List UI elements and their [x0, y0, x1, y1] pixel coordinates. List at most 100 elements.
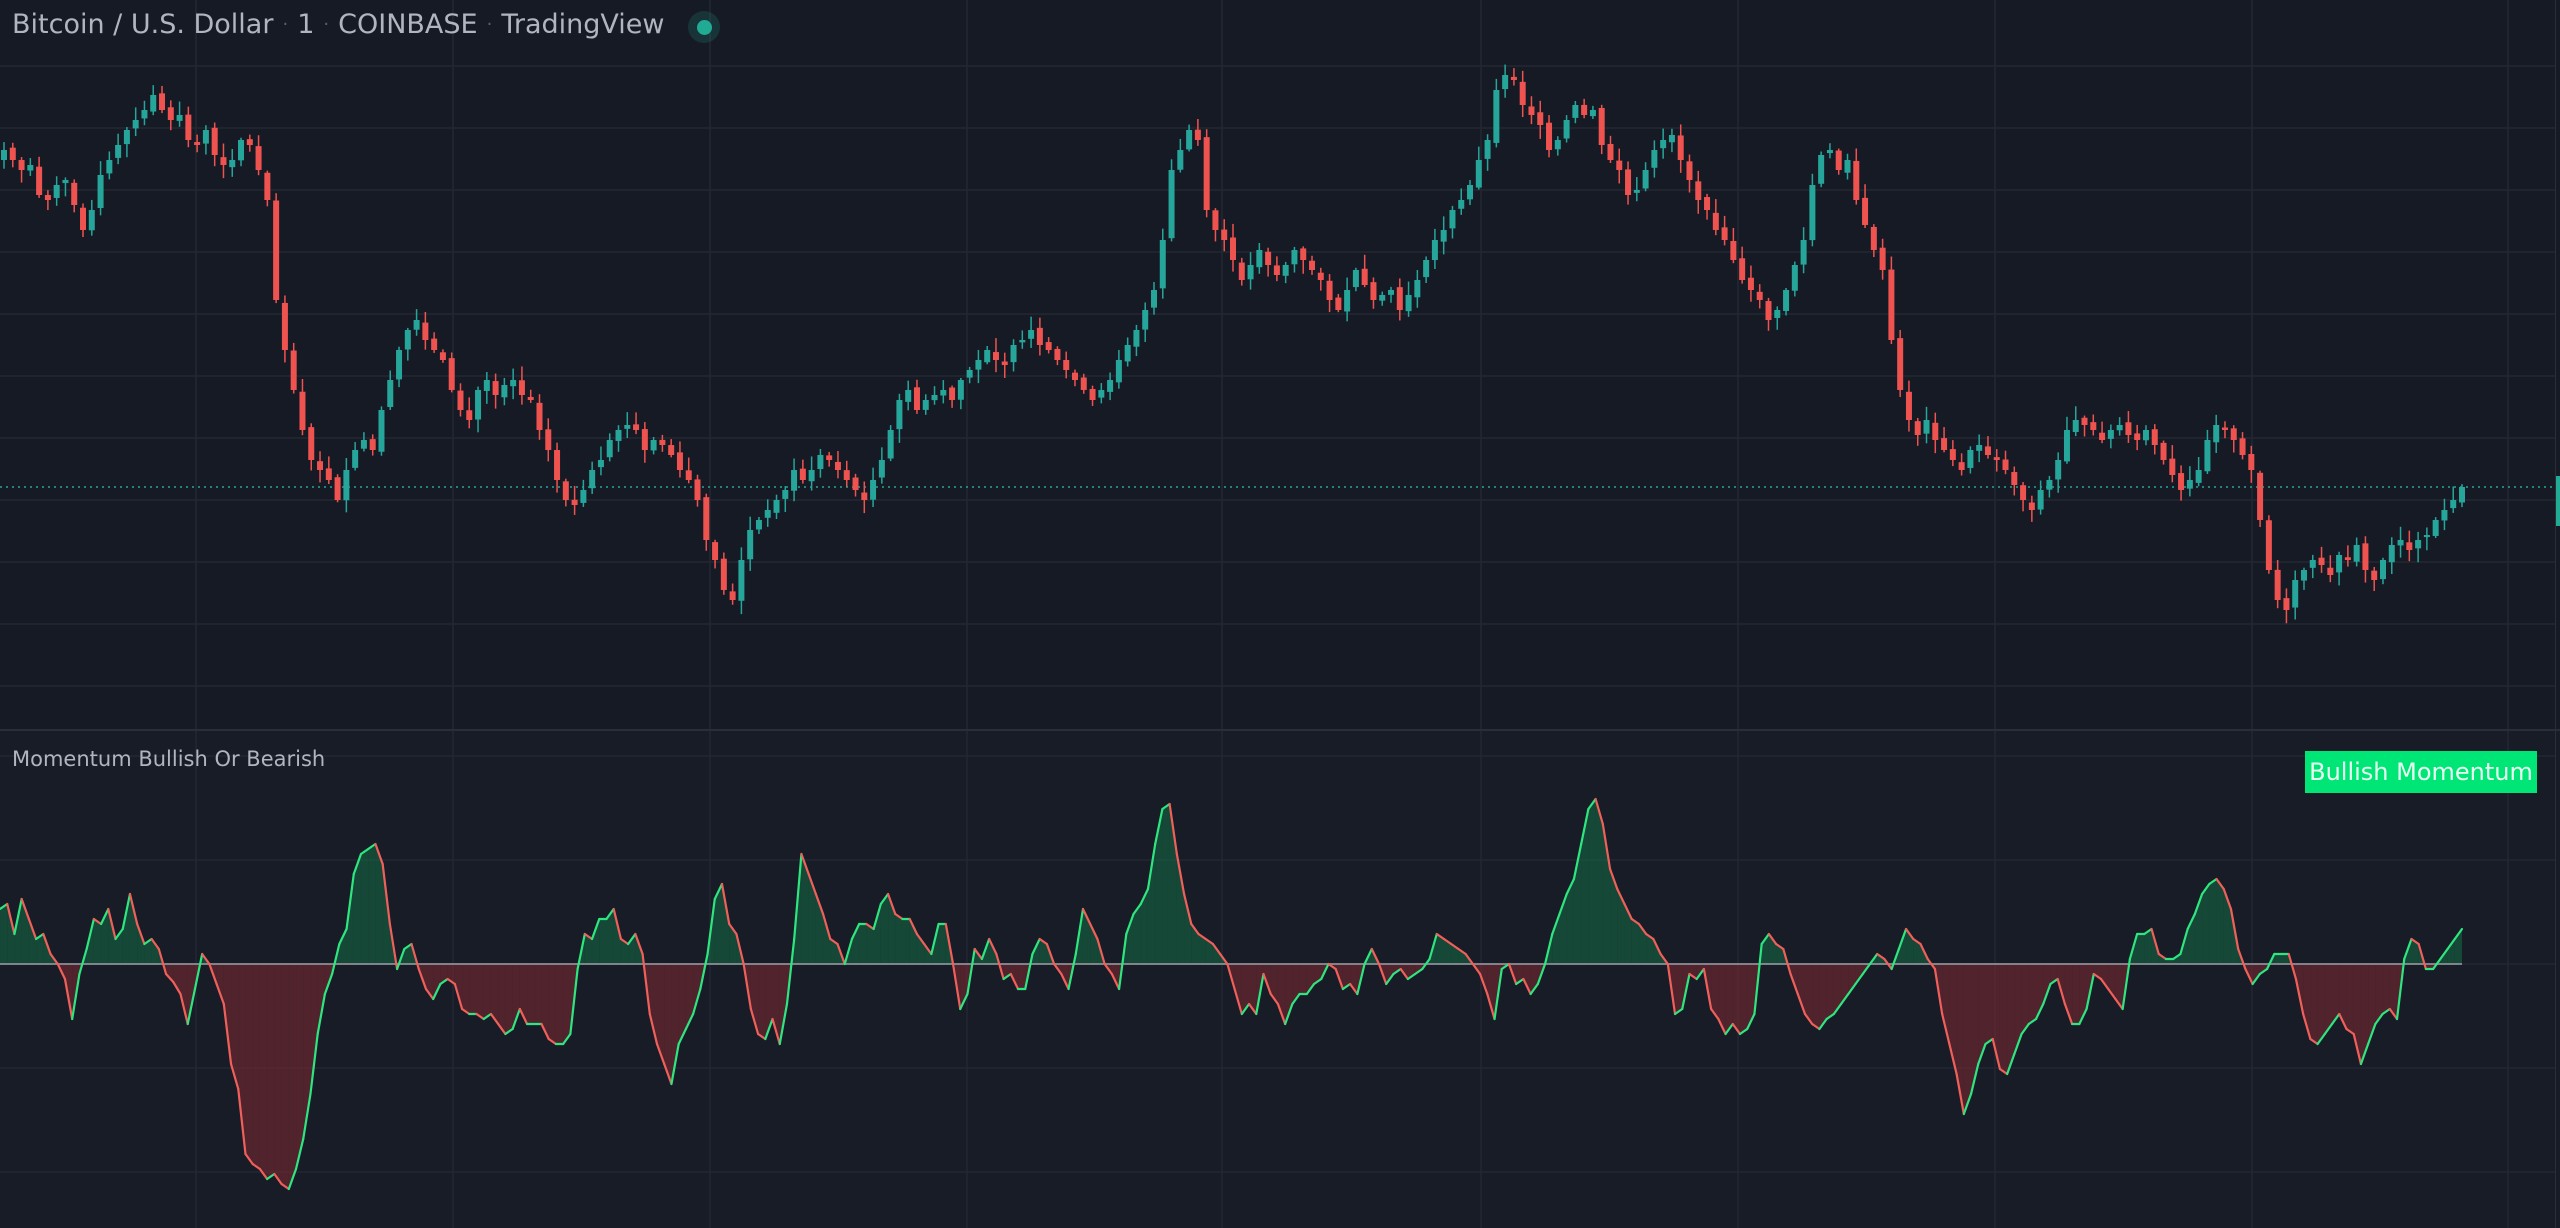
candle [264, 170, 271, 207]
candle [922, 394, 929, 415]
candle [1212, 208, 1219, 242]
candle [1502, 64, 1509, 98]
candle [1510, 68, 1517, 86]
candle [545, 418, 552, 462]
candle [1818, 151, 1825, 188]
candle [18, 157, 25, 183]
oscillator-pane[interactable] [0, 731, 2560, 1228]
price-chart-pane[interactable] [0, 0, 2560, 730]
candle [878, 447, 885, 484]
candle [1089, 385, 1096, 406]
candle [150, 85, 157, 116]
candle [1273, 256, 1280, 282]
candle [1598, 104, 1605, 155]
candle [1467, 180, 1474, 206]
candle [9, 142, 16, 168]
candle [1107, 372, 1114, 401]
candle [273, 193, 280, 304]
candle [949, 385, 956, 408]
candle [852, 473, 859, 497]
candle [71, 179, 78, 213]
candle [1747, 265, 1754, 302]
momentum-oscillator-chart[interactable] [0, 731, 2560, 1228]
status-dot-core [696, 19, 712, 35]
candle [1993, 449, 2000, 472]
candle [940, 380, 947, 404]
candle [510, 368, 517, 400]
candle [334, 474, 341, 503]
candle [659, 434, 666, 452]
candle [2327, 555, 2334, 583]
candle [562, 478, 569, 507]
chart-legend-header[interactable]: Bitcoin / U.S. Dollar · 1 · COINBASE · T… [12, 6, 664, 42]
candle [518, 366, 525, 405]
candle [1, 142, 7, 169]
candle [1581, 98, 1588, 119]
candle [404, 327, 411, 361]
indicator-title[interactable]: Momentum Bullish Or Bearish [12, 747, 326, 771]
candle [1431, 228, 1438, 270]
candle [2459, 484, 2465, 508]
symbol-name[interactable]: Bitcoin / U.S. Dollar [12, 8, 274, 40]
candle [1712, 199, 1719, 236]
candle [202, 125, 209, 155]
candle [352, 442, 359, 471]
candle [2336, 551, 2343, 586]
exchange-label: COINBASE [338, 8, 478, 40]
candle [159, 85, 166, 114]
candle [1186, 124, 1193, 152]
candle [255, 135, 262, 176]
candle [1238, 257, 1245, 286]
candle [2318, 546, 2325, 573]
candle [1001, 352, 1008, 378]
pane-divider[interactable] [0, 729, 2560, 731]
candle [1853, 148, 1860, 205]
candle [492, 373, 499, 409]
candle [1704, 193, 1711, 220]
candle [712, 539, 719, 569]
last-price-label [2556, 476, 2560, 526]
candle [2055, 452, 2062, 493]
candle [1326, 274, 1333, 313]
candle [571, 485, 578, 515]
candle [2406, 530, 2413, 562]
candle [1475, 146, 1482, 190]
candle [676, 441, 683, 478]
candle [1554, 136, 1561, 156]
candle [325, 456, 332, 485]
candle [1405, 281, 1412, 317]
candle [1388, 286, 1395, 303]
candle [1159, 228, 1166, 299]
candle [36, 156, 43, 198]
candle [132, 107, 139, 137]
candle [2063, 416, 2070, 464]
candle [782, 486, 789, 512]
candle [703, 493, 710, 551]
candle [2099, 421, 2106, 444]
candle [2362, 536, 2369, 583]
candlestick-chart[interactable] [0, 0, 2560, 730]
candle [826, 451, 833, 467]
candle [97, 161, 104, 216]
candle [317, 451, 324, 483]
candle [1423, 256, 1430, 283]
candle [238, 137, 245, 167]
candle [2388, 537, 2395, 575]
candle [1949, 440, 1956, 467]
candle [1071, 369, 1078, 387]
candle [1844, 153, 1851, 180]
candle [1730, 227, 1737, 264]
candle [738, 547, 745, 615]
candle [220, 143, 227, 179]
candle [1449, 205, 1456, 239]
candle [1203, 129, 1210, 218]
candle [1115, 349, 1122, 389]
candle [1300, 246, 1307, 274]
candle [2011, 466, 2018, 496]
candle [597, 446, 604, 476]
interval-label[interactable]: 1 [297, 8, 315, 40]
candle [413, 309, 420, 336]
candle [1984, 436, 1991, 459]
candle [685, 457, 692, 484]
market-status-icon[interactable] [688, 11, 720, 43]
